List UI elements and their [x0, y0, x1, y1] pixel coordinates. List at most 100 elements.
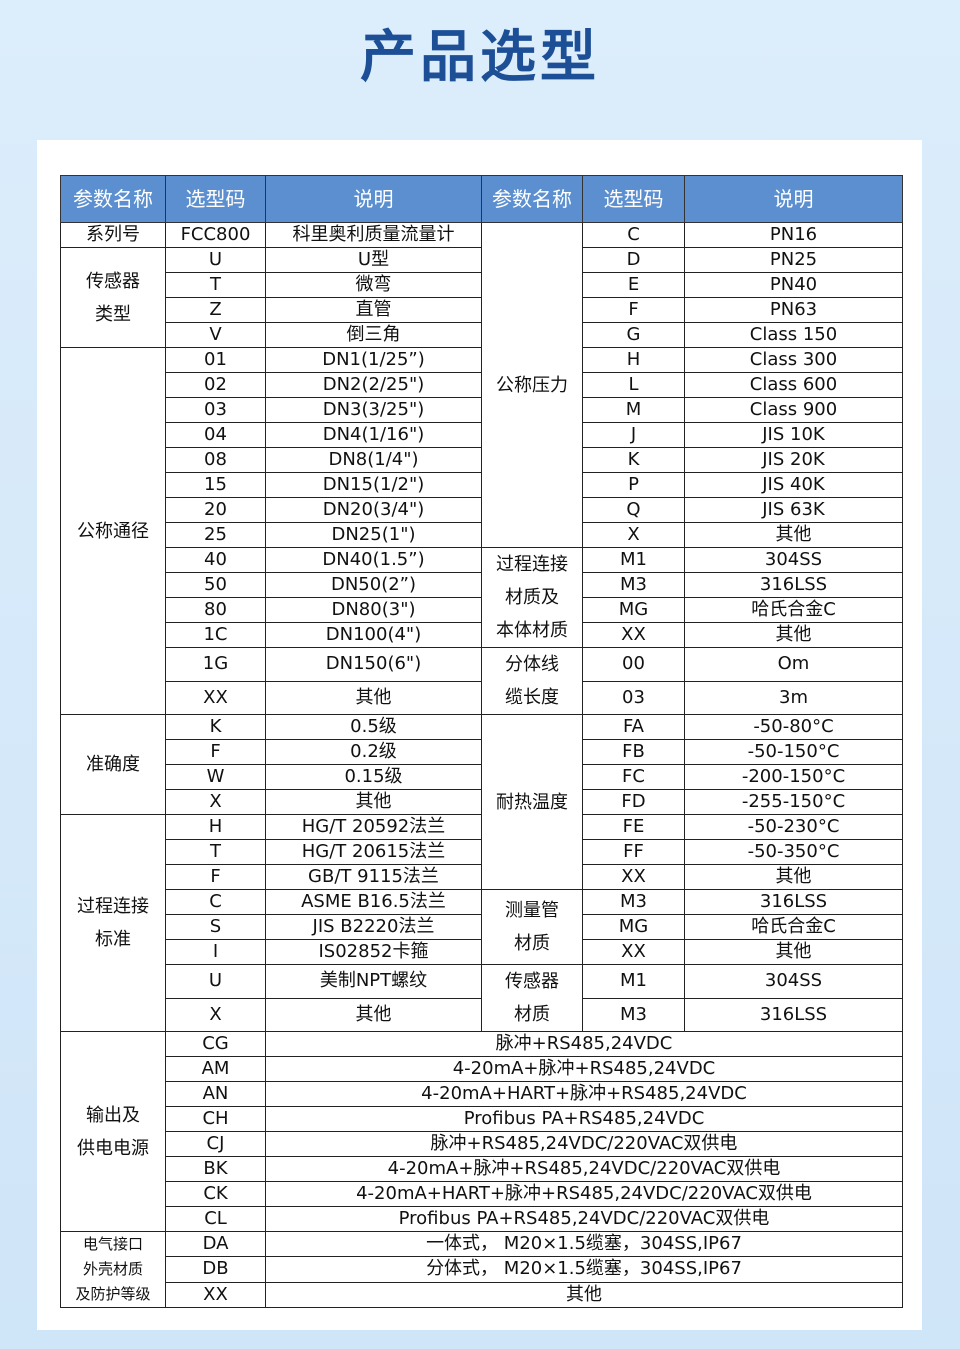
table-row: 系列号 FCC800 科里奥利质量流量计 公称压力 C PN16: [60, 222, 903, 548]
option-desc: DN50(2”): [265, 572, 482, 598]
option-code: BK: [165, 1156, 266, 1182]
option-code: L: [582, 372, 685, 398]
option-code: 00: [582, 647, 685, 682]
option-code: 02: [165, 372, 266, 398]
option-desc: -50-350°C: [684, 839, 903, 865]
option-code: FB: [582, 739, 685, 765]
option-desc: 4-20mA+HART+脉冲+RS485,24VDC/220VAC双供电: [265, 1181, 903, 1207]
table-row: W 0.15级 FC -200-150°C: [61, 764, 903, 790]
option-desc: DN1(1/25”): [265, 347, 482, 373]
table-row: Z 直管 F PN63: [61, 297, 903, 323]
option-desc: Class 600: [684, 372, 903, 398]
option-desc: PN25: [684, 247, 903, 273]
option-code: Z: [165, 297, 266, 323]
option-code: J: [582, 422, 685, 448]
option-desc: Profibus PA+RS485,24VDC/220VAC双供电: [265, 1206, 903, 1232]
table-row: 输出及 供电电源 CG 脉冲+RS485,24VDC: [60, 1031, 903, 1232]
option-desc: DN8(1/4"): [265, 447, 482, 473]
param-name: 分体线 缆长度: [481, 647, 583, 715]
table-row: XX 其他: [61, 1281, 903, 1309]
option-desc: 4-20mA+脉冲+RS485,24VDC: [265, 1056, 903, 1082]
option-desc: 脉冲+RS485,24VDC: [265, 1031, 903, 1057]
option-code: E: [582, 272, 685, 298]
table-row: 04 DN4(1/16") J JIS 10K: [61, 422, 903, 448]
option-code: K: [582, 447, 685, 473]
option-desc: Profibus PA+RS485,24VDC: [265, 1106, 903, 1132]
option-code: M1: [582, 964, 685, 999]
table-row: 03 DN3(3/25") M Class 900: [61, 397, 903, 423]
option-code: 1C: [165, 622, 266, 648]
selection-table: 参数名称 选型码 说明 参数名称 选型码 说明 系列号 FCC800 科里奥利质量流…: [60, 175, 903, 1309]
option-desc: PN40: [684, 272, 903, 298]
param-name: 公称压力: [481, 222, 583, 548]
option-code: I: [165, 939, 266, 965]
option-code: M3: [582, 889, 685, 915]
param-name: 输出及 供电电源: [60, 1031, 166, 1232]
option-code: AN: [165, 1081, 266, 1107]
option-code: T: [165, 272, 266, 298]
option-code: F: [582, 297, 685, 323]
option-code: T: [165, 839, 266, 865]
option-code: C: [582, 222, 685, 248]
option-desc: 其他: [265, 1281, 903, 1309]
table-row: 50 DN50(2”) M3 316LSS: [61, 572, 903, 598]
table-row: AN 4-20mA+HART+脉冲+RS485,24VDC: [61, 1081, 903, 1107]
option-desc: JIS 20K: [684, 447, 903, 473]
option-code: 04: [165, 422, 266, 448]
option-code: MG: [582, 597, 685, 623]
option-code: M: [582, 397, 685, 423]
option-desc: -50-150°C: [684, 739, 903, 765]
table-row: CH Profibus PA+RS485,24VDC: [61, 1106, 903, 1132]
option-desc: 其他: [684, 522, 903, 548]
option-desc: Om: [684, 647, 903, 682]
table-row: AM 4-20mA+脉冲+RS485,24VDC: [61, 1056, 903, 1082]
option-code: F: [165, 864, 266, 890]
option-desc: HG/T 20592法兰: [265, 814, 482, 840]
option-code: DA: [165, 1230, 266, 1258]
option-desc: HG/T 20615法兰: [265, 839, 482, 865]
param-name: 传感器 材质: [481, 964, 583, 1032]
option-code: 08: [165, 447, 266, 473]
option-desc: -50-230°C: [684, 814, 903, 840]
option-desc: 一体式， M20×1.5缆塞，304SS,IP67: [265, 1230, 903, 1258]
table-row: 公称通径 01 DN1(1/25”) H Class 300: [60, 347, 903, 715]
header-row: 参数名称 选型码 说明 参数名称 选型码 说明: [60, 175, 903, 223]
option-code: H: [582, 347, 685, 373]
option-code: FC: [582, 764, 685, 790]
option-desc: JIS 10K: [684, 422, 903, 448]
option-code: H: [165, 814, 266, 840]
option-code: X: [165, 997, 266, 1032]
table-row: CL Profibus PA+RS485,24VDC/220VAC双供电: [61, 1206, 903, 1232]
option-code: K: [165, 714, 266, 740]
option-desc: ASME B16.5法兰: [265, 889, 482, 915]
header-code: 选型码: [582, 175, 685, 223]
option-code: AM: [165, 1056, 266, 1082]
option-desc: 304SS: [684, 964, 903, 999]
option-code: S: [165, 914, 266, 940]
option-desc: DN25(1"): [265, 522, 482, 548]
option-desc: 脉冲+RS485,24VDC/220VAC双供电: [265, 1131, 903, 1157]
table-row: 08 DN8(1/4") K JIS 20K: [61, 447, 903, 473]
option-desc: Class 300: [684, 347, 903, 373]
option-desc: 316LSS: [684, 889, 903, 915]
option-code: 80: [165, 597, 266, 623]
option-code: 03: [582, 680, 685, 715]
header-desc: 说明: [684, 175, 903, 223]
option-code: 03: [165, 397, 266, 423]
option-code: U: [165, 247, 266, 273]
option-code: 40: [165, 547, 266, 573]
option-code: XX: [582, 939, 685, 965]
option-desc: 美制NPT螺纹: [265, 964, 482, 999]
header-param: 参数名称: [481, 175, 583, 223]
option-desc: 倒三角: [265, 322, 482, 348]
table-row: BK 4-20mA+脉冲+RS485,24VDC/220VAC双供电: [61, 1156, 903, 1182]
option-desc: GB/T 9115法兰: [265, 864, 482, 890]
option-code: CJ: [165, 1131, 266, 1157]
header-code: 选型码: [165, 175, 266, 223]
option-code: U: [165, 964, 266, 999]
table-row: X 其他 FD -255-150°C: [61, 789, 903, 815]
option-desc: 316LSS: [684, 572, 903, 598]
option-desc: 其他: [265, 680, 482, 715]
option-code: F: [165, 739, 266, 765]
option-code: P: [582, 472, 685, 498]
